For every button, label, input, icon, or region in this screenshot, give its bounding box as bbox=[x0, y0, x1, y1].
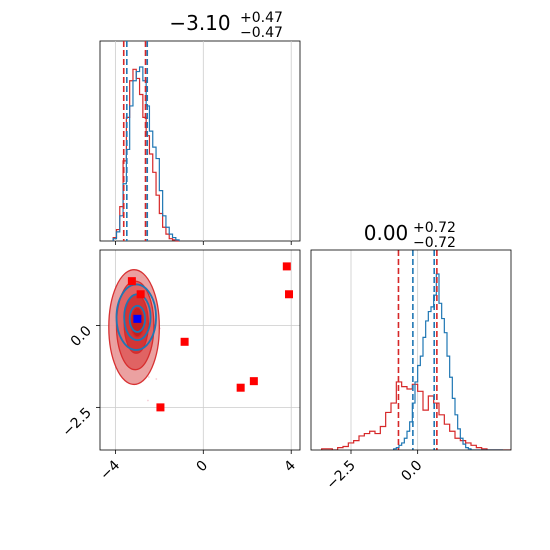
x-tick-label: −4 bbox=[97, 457, 123, 483]
histogram-red bbox=[321, 381, 511, 450]
y-tick-label: −2.5 bbox=[59, 405, 94, 440]
panel-right-title-sup: +0.72 bbox=[413, 220, 456, 236]
x-tick-label: 4 bbox=[281, 457, 299, 475]
panel-top-title-sub: −0.47 bbox=[240, 25, 283, 41]
sample-point bbox=[147, 399, 149, 402]
panel-joint-scatter: −4 0 4 0.0 −2.5 bbox=[59, 249, 301, 483]
panel-top-histogram: −3.10 +0.47 −0.47 bbox=[99, 10, 301, 245]
y-tick-label: 0.0 bbox=[68, 323, 95, 350]
panel-top-frame bbox=[99, 40, 301, 242]
panel-right-title-sub: −0.72 bbox=[413, 235, 456, 251]
panel-right-title: 0.00 bbox=[364, 221, 409, 245]
x-tick-label: 0.0 bbox=[398, 458, 425, 485]
marker-red-square bbox=[127, 277, 136, 286]
density-contour-blue bbox=[128, 304, 146, 333]
x-tick-label: −2.5 bbox=[323, 458, 358, 493]
marker-red-square bbox=[136, 290, 145, 299]
marker-red-square bbox=[156, 403, 165, 412]
sample-point bbox=[147, 376, 150, 378]
panel-top-title: −3.10 bbox=[169, 11, 230, 35]
panel-top-title-sup: +0.47 bbox=[240, 10, 283, 26]
sample-point bbox=[155, 378, 158, 380]
marker-red-square bbox=[282, 262, 291, 271]
panel-right-histogram: −2.5 0.0 0.00 +0.72 −0.72 bbox=[310, 220, 512, 493]
x-tick-label: 0 bbox=[194, 458, 212, 476]
marker-red-square bbox=[285, 290, 294, 299]
histogram-blue bbox=[393, 273, 503, 450]
panel-right-frame bbox=[310, 249, 512, 451]
density-contour-blue bbox=[115, 283, 157, 351]
marker-red-square bbox=[249, 377, 258, 386]
marker-red-square bbox=[180, 337, 189, 346]
panel-right-title-value: 0.00 bbox=[364, 221, 409, 245]
marker-blue-square bbox=[133, 314, 142, 323]
marker-red-square bbox=[236, 383, 245, 392]
panel-top-title-value: −3.10 bbox=[169, 11, 230, 35]
panel-joint-frame bbox=[99, 249, 301, 451]
